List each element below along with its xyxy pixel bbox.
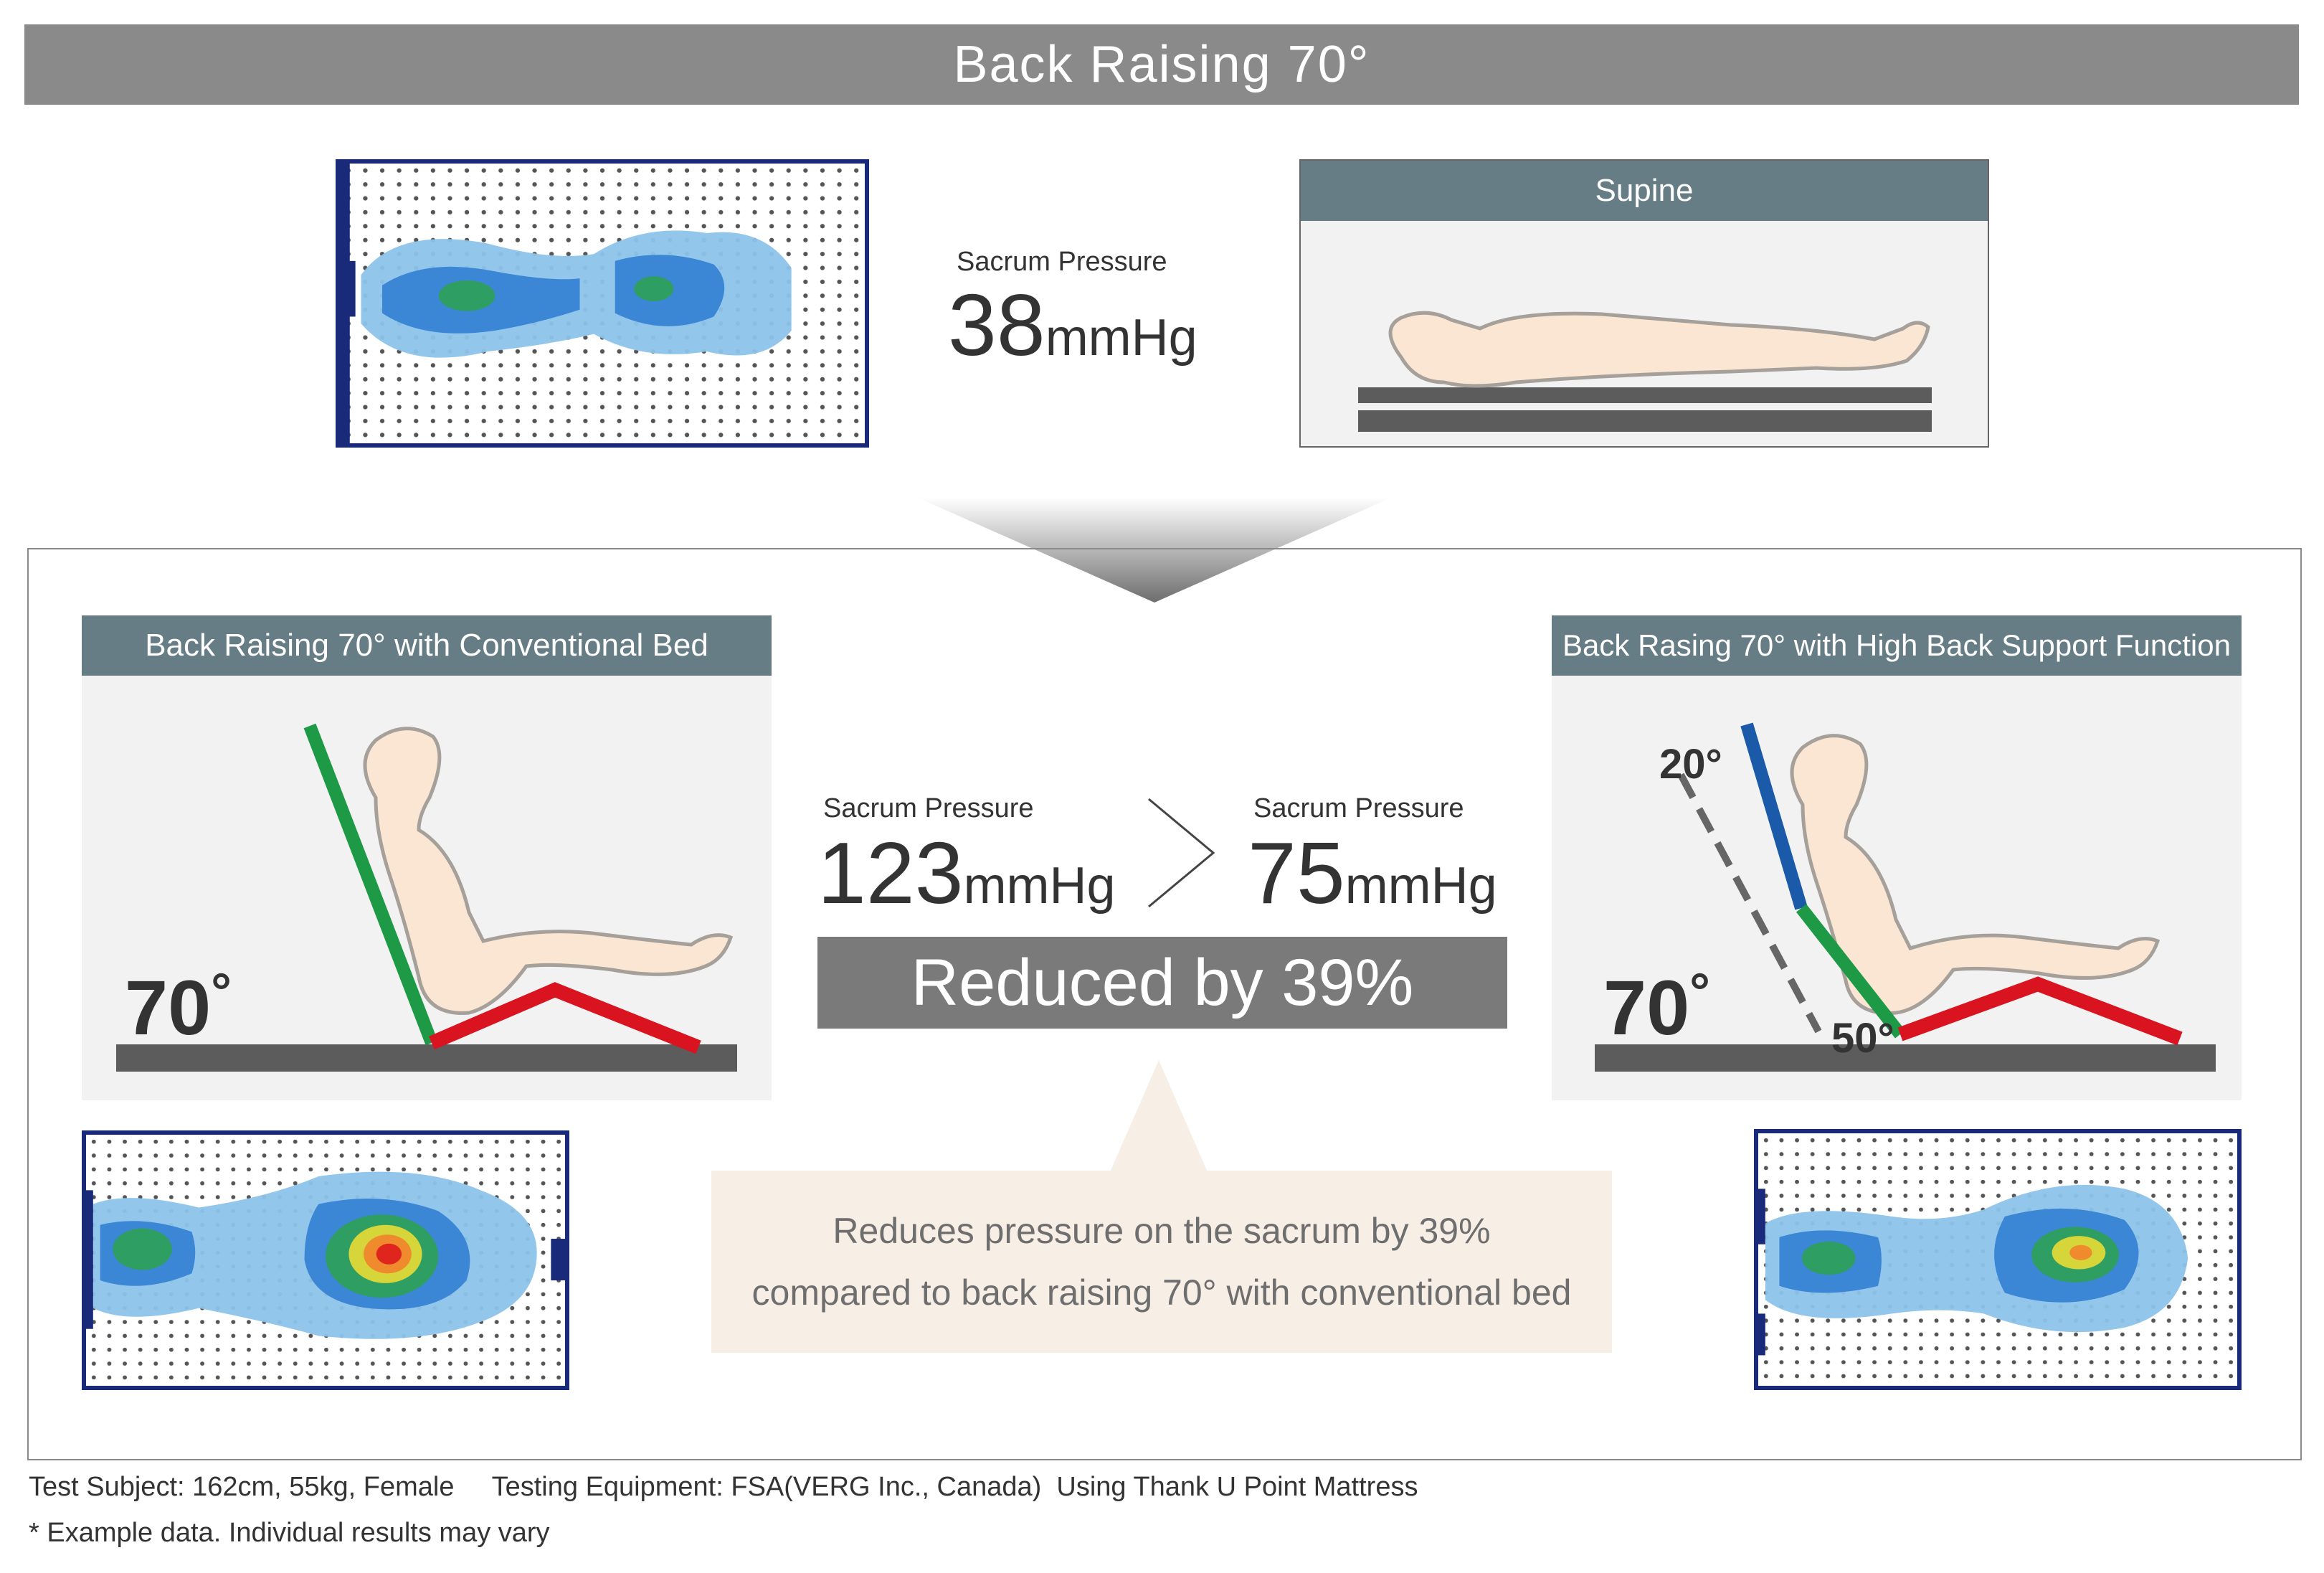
conventional-bed-title: Back Raising 70° with Conventional Bed (82, 615, 772, 676)
conventional-angle-number: 70 (125, 964, 212, 1051)
supine-panel: Supine (1299, 159, 1989, 448)
supine-pressure-number: 38 (948, 276, 1045, 374)
supine-pressure-value: 38mmHg (948, 281, 1197, 369)
supine-pressure-label: Sacrum Pressure (957, 247, 1167, 277)
conventional-pressure-label: Sacrum Pressure (823, 793, 1034, 823)
comparison-frame (27, 548, 2302, 1460)
supine-figure (1358, 311, 1932, 432)
page-title: Back Raising 70° (24, 24, 2299, 105)
supine-pressure-unit: mmHg (1045, 309, 1197, 367)
pressure-map-high-back-support (1754, 1129, 2242, 1390)
reduced-banner: Reduced by 39% (817, 937, 1507, 1029)
lower-angle-label: 50° (1831, 1015, 1894, 1062)
conventional-pressure-number: 123 (817, 824, 964, 922)
support-pressure-number: 75 (1248, 824, 1345, 922)
high-back-support-figure (1595, 722, 2216, 1072)
support-pressure-label: Sacrum Pressure (1253, 793, 1464, 823)
supine-panel-title: Supine (1301, 161, 1988, 221)
pressure-map-conventional-graphic (86, 1135, 565, 1386)
support-angle-number: 70 (1603, 964, 1690, 1051)
pressure-map-conventional (82, 1130, 569, 1390)
pressure-map-supine-graphic (340, 164, 865, 443)
conventional-bed-figure (116, 723, 737, 1072)
support-pressure-value: 75mmHg (1248, 829, 1497, 917)
greater-than-icon (1148, 798, 1215, 908)
disclaimer-note: * Example data. Individual results may v… (29, 1518, 550, 1548)
callout-line-2: compared to back raising 70° with conven… (751, 1272, 1572, 1313)
degree-symbol: ° (211, 963, 232, 1021)
support-pressure-unit: mmHg (1344, 857, 1497, 915)
test-conditions-note: Test Subject: 162cm, 55kg, Female Testin… (29, 1472, 1418, 1502)
upper-angle-label: 20° (1659, 741, 1722, 788)
conventional-angle-label: 70° (125, 963, 232, 1052)
callout-box: Reduces pressure on the sacrum by 39% co… (711, 1171, 1612, 1353)
pressure-map-supine (336, 159, 869, 448)
callout-pointer (1110, 1060, 1208, 1172)
down-triangle-icon (918, 498, 1391, 603)
conventional-pressure-unit: mmHg (963, 857, 1116, 915)
conventional-bed-panel: Back Raising 70° with Conventional Bed 7… (82, 615, 772, 1100)
callout-line-1: Reduces pressure on the sacrum by 39% (833, 1211, 1491, 1251)
conventional-pressure-value: 123mmHg (817, 829, 1116, 917)
degree-symbol: ° (1689, 963, 1710, 1021)
high-back-support-title: Back Rasing 70° with High Back Support F… (1552, 615, 2242, 676)
pressure-map-high-back-support-graphic (1758, 1133, 2237, 1386)
support-angle-label: 70° (1603, 963, 1710, 1052)
high-back-support-panel: Back Rasing 70° with High Back Support F… (1552, 615, 2242, 1100)
